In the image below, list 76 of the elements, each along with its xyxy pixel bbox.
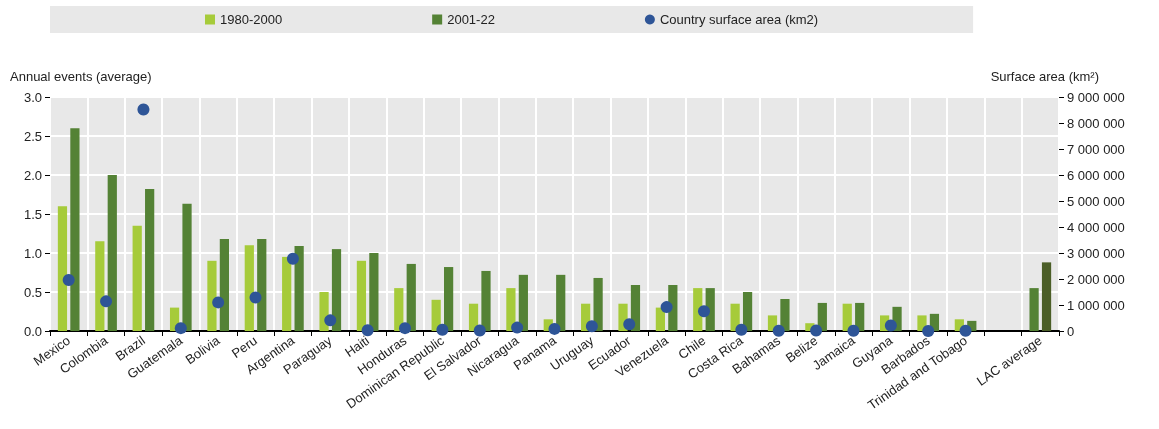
bar xyxy=(282,256,292,331)
point xyxy=(62,274,75,287)
bar xyxy=(244,245,254,331)
point xyxy=(697,305,710,318)
point xyxy=(735,323,748,336)
y-tick-label: 2.0 xyxy=(23,167,42,183)
y2-tick-label: 2 000 000 xyxy=(1067,271,1125,287)
bar xyxy=(556,274,566,331)
point xyxy=(473,324,486,337)
point xyxy=(959,324,972,337)
point xyxy=(585,320,598,333)
bar xyxy=(855,302,865,331)
bar xyxy=(506,288,516,331)
bar xyxy=(780,299,790,331)
y2-tick-label: 9 000 000 xyxy=(1067,89,1125,105)
bar xyxy=(406,263,416,331)
bar xyxy=(444,267,454,331)
point xyxy=(324,314,337,327)
bar xyxy=(257,238,267,331)
y2-tick-label: 0 xyxy=(1067,323,1075,339)
point xyxy=(922,325,935,337)
y-tick-label: 2.5 xyxy=(23,128,42,144)
y2-tick-label: 4 000 000 xyxy=(1067,219,1125,235)
point xyxy=(212,296,225,309)
bar xyxy=(394,288,404,331)
point xyxy=(286,252,299,265)
point xyxy=(399,322,412,335)
bar xyxy=(369,253,379,331)
bar xyxy=(70,128,80,331)
bar xyxy=(145,189,155,331)
bar xyxy=(182,203,192,331)
y-axis-title: Annual events (average) xyxy=(10,69,152,84)
legend-label: 2001-22 xyxy=(447,12,495,27)
point xyxy=(548,322,561,335)
bar xyxy=(107,175,117,331)
bar xyxy=(331,249,342,331)
bar xyxy=(481,270,491,331)
bar xyxy=(817,302,827,331)
y2-tick-label: 6 000 000 xyxy=(1067,167,1125,183)
legend-label: 1980-2000 xyxy=(220,12,283,27)
bar xyxy=(95,241,105,331)
y2-tick-label: 7 000 000 xyxy=(1067,141,1125,157)
point xyxy=(361,324,374,337)
point xyxy=(884,319,897,332)
bar xyxy=(518,274,528,331)
point xyxy=(174,322,187,335)
y2-tick-label: 5 000 000 xyxy=(1067,193,1125,209)
point xyxy=(623,318,636,331)
point xyxy=(137,103,150,116)
bar xyxy=(294,245,304,331)
y2-tick-label: 8 000 000 xyxy=(1067,115,1125,131)
point xyxy=(810,324,823,337)
point xyxy=(436,323,449,336)
bar xyxy=(207,260,217,331)
point xyxy=(660,301,673,314)
bar xyxy=(356,260,367,331)
point xyxy=(100,295,113,308)
y-tick-label: 1.0 xyxy=(23,245,42,261)
bar xyxy=(1041,262,1052,331)
y2-tick-label: 3 000 000 xyxy=(1067,245,1125,261)
bar xyxy=(132,225,142,331)
point xyxy=(847,324,860,337)
point xyxy=(249,291,262,304)
point xyxy=(511,321,524,334)
legend-label: Country surface area (km2) xyxy=(659,12,819,27)
y-tick-label: 1.5 xyxy=(23,206,42,222)
bar xyxy=(593,277,603,331)
y-tick-label: 0.0 xyxy=(23,323,42,339)
bar xyxy=(219,238,229,331)
bar xyxy=(57,206,68,331)
y2-tick-label: 1 000 000 xyxy=(1067,297,1125,313)
y-tick-label: 3.0 xyxy=(23,89,42,105)
point xyxy=(772,324,785,337)
y-tick-label: 0.5 xyxy=(23,284,42,300)
y2-axis-title: Surface area (km²) xyxy=(990,69,1099,84)
bar xyxy=(742,292,753,331)
